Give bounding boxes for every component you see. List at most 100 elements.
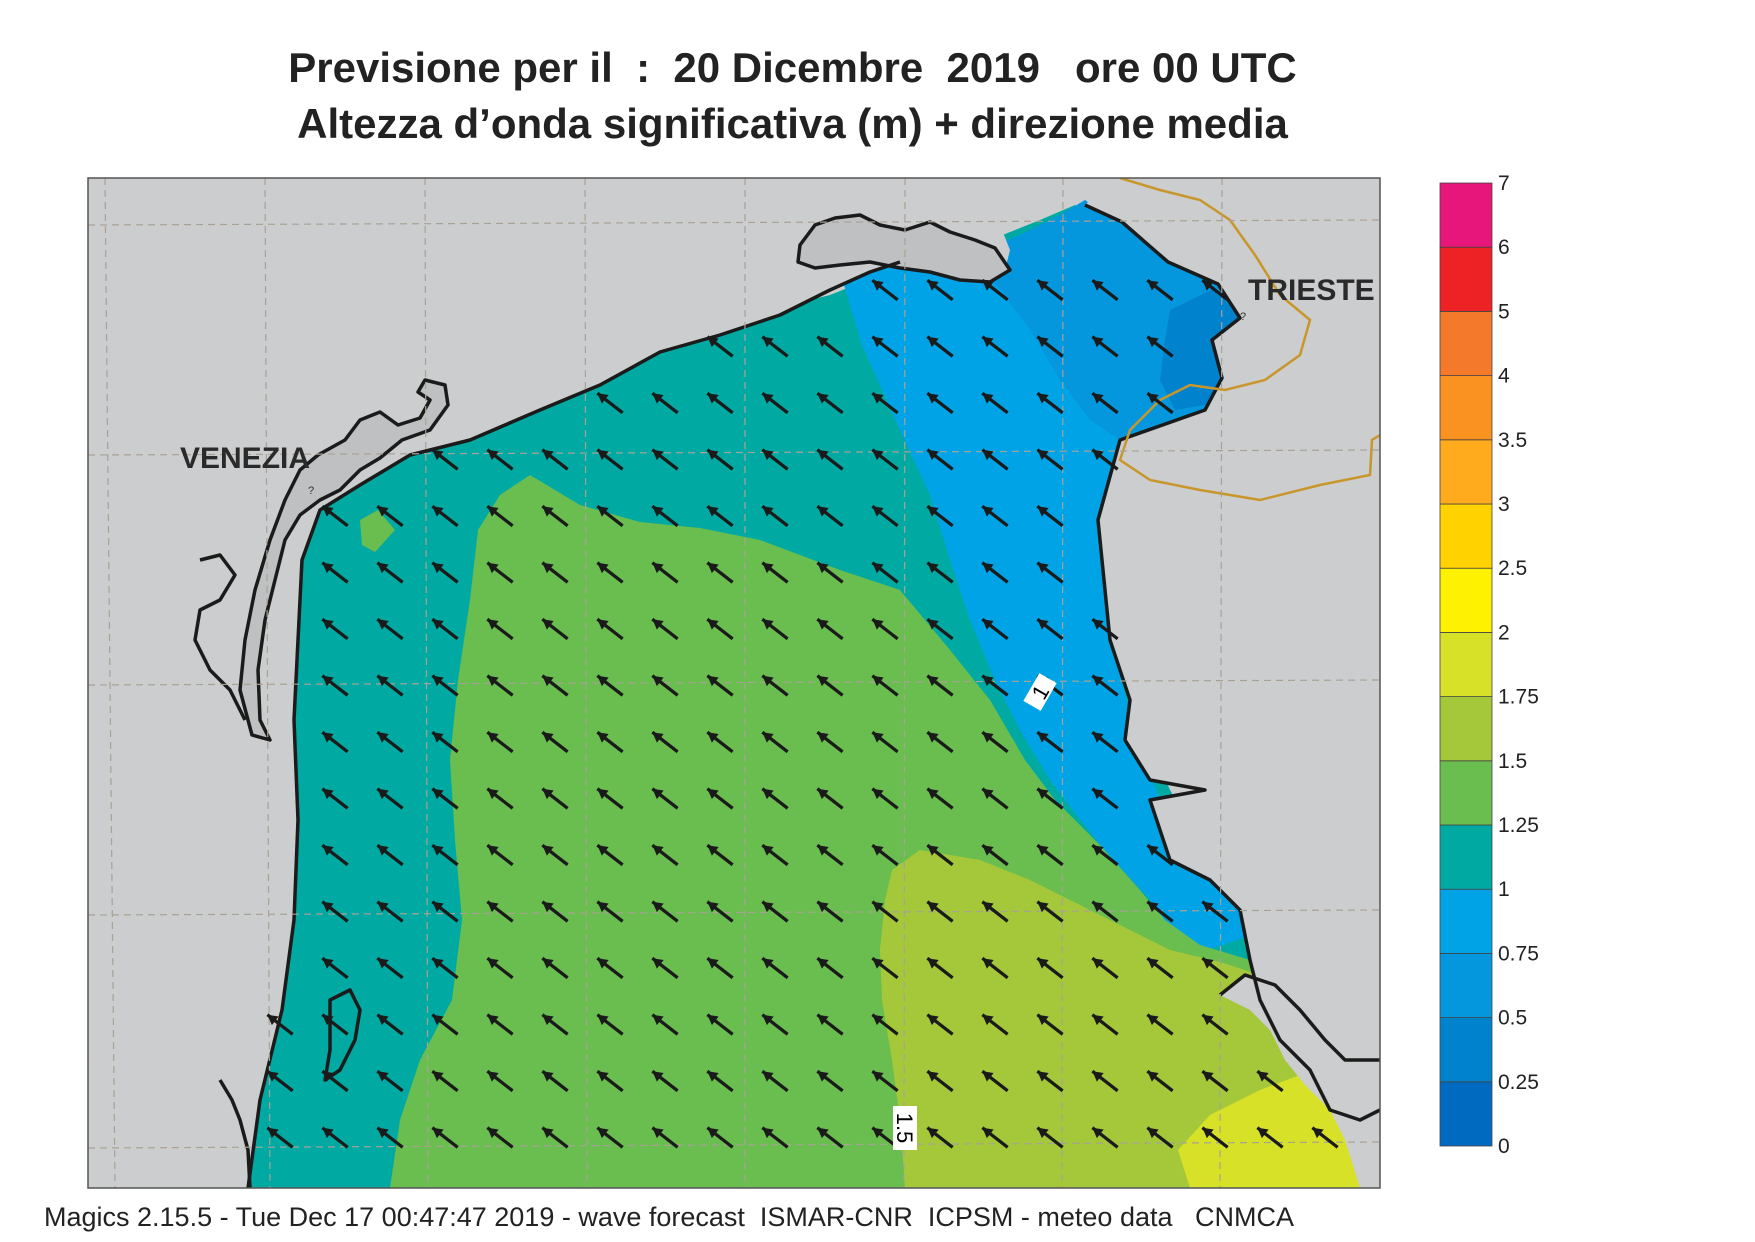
wave-arrow	[926, 956, 954, 980]
legend-swatch	[1439, 567, 1493, 633]
wave-arrow	[706, 956, 734, 980]
contour-label-1-5: 1.5	[892, 1106, 917, 1150]
marano-lagoon-land	[798, 215, 1010, 282]
wave-arrow	[761, 730, 789, 754]
wave-arrow	[321, 674, 349, 697]
wave-arrow	[1091, 335, 1119, 358]
wave-arrow	[871, 900, 899, 923]
wave-arrow	[266, 1126, 294, 1149]
wave-arrow	[816, 1013, 844, 1036]
wave-arrow	[541, 561, 569, 584]
wave-arrow	[1091, 1069, 1119, 1093]
wave-arrow	[431, 1126, 459, 1149]
wave-arrow	[376, 1013, 404, 1036]
wave-arrow	[816, 561, 844, 584]
legend-swatch	[1439, 439, 1493, 505]
wave-arrow	[981, 1126, 1009, 1149]
wave-arrow	[1256, 1069, 1284, 1093]
wave-arrow	[981, 956, 1009, 980]
wave-arrow	[596, 448, 624, 471]
wave-arrow	[816, 335, 844, 358]
wave-arrow	[706, 391, 734, 415]
legend-tick-label: 3.5	[1498, 429, 1527, 452]
wave-arrow	[871, 335, 899, 358]
wave-arrow	[926, 1013, 954, 1036]
wave-arrow	[926, 391, 954, 415]
wave-arrow	[981, 448, 1009, 471]
wave-arrow	[321, 1069, 349, 1093]
wave-arrow	[1201, 900, 1229, 923]
wave-arrow	[486, 448, 514, 471]
wave-arrow	[871, 561, 899, 584]
legend-swatch	[1439, 375, 1493, 441]
wave-arrow	[1146, 900, 1174, 923]
wave-arrow	[761, 787, 789, 810]
wave-arrow	[486, 956, 514, 980]
legend-tick-label: 3	[1498, 493, 1510, 516]
wave-arrow	[321, 956, 349, 980]
legend-tick-label: 0	[1498, 1135, 1510, 1158]
wave-arrow	[431, 504, 459, 528]
wave-arrow	[321, 730, 349, 754]
wave-arrow	[431, 561, 459, 584]
wave-arrow	[431, 1013, 459, 1036]
wave-arrow	[926, 900, 954, 923]
wave-arrow	[926, 504, 954, 528]
wave-arrow	[706, 561, 734, 584]
wave-arrow	[706, 448, 734, 471]
wave-arrow	[1036, 391, 1064, 415]
wave-arrow	[431, 730, 459, 754]
wave-arrow	[1091, 730, 1119, 754]
city-label-trieste: TRIESTE	[1248, 274, 1375, 307]
wave-arrow	[431, 956, 459, 980]
legend-tick-label: 2	[1498, 621, 1510, 644]
wave-arrow	[926, 448, 954, 471]
legend-swatch	[1439, 310, 1493, 376]
wave-arrow	[596, 843, 624, 867]
legend-swatch	[1439, 1017, 1493, 1083]
wave-arrow	[926, 787, 954, 810]
wave-arrow	[486, 1126, 514, 1149]
wave-arrow	[1036, 617, 1064, 641]
wave-arrow	[926, 1069, 954, 1093]
wave-arrow	[596, 730, 624, 754]
legend-tick-label: 1.25	[1498, 814, 1539, 837]
wave-arrow	[926, 1126, 954, 1149]
wave-arrow	[706, 730, 734, 754]
land-po-delta	[88, 1055, 250, 1188]
wave-arrow	[816, 900, 844, 923]
wave-arrow	[541, 504, 569, 528]
wave-arrow	[596, 900, 624, 923]
wave-arrow	[706, 787, 734, 810]
legend-tick-label: 0.5	[1498, 1007, 1527, 1030]
wave-arrow	[376, 843, 404, 867]
wave-arrow	[816, 674, 844, 697]
wave-arrow	[761, 448, 789, 471]
city-marker-trieste: ?	[1240, 311, 1246, 323]
wave-arrow	[541, 617, 569, 641]
wave-arrow	[376, 674, 404, 697]
wave-arrow	[431, 787, 459, 810]
wave-arrow	[981, 730, 1009, 754]
wave-arrow	[981, 617, 1009, 641]
wave-arrow	[871, 1013, 899, 1036]
wave-arrow	[486, 787, 514, 810]
wave-arrow	[486, 561, 514, 584]
wave-arrow	[321, 504, 349, 528]
legend-tick-label: 1	[1498, 878, 1510, 901]
wave-arrow	[321, 787, 349, 810]
wave-arrow	[651, 956, 679, 980]
wave-arrow	[321, 617, 349, 641]
wave-arrow	[706, 1069, 734, 1093]
wave-arrow	[1036, 1013, 1064, 1036]
wave-arrow	[1091, 674, 1119, 697]
wave-arrow	[541, 900, 569, 923]
land-istria-tip	[1220, 975, 1380, 1188]
wave-arrow	[376, 900, 404, 923]
legend-tick-label: 0.75	[1498, 942, 1539, 965]
wave-arrow	[981, 335, 1009, 358]
wave-arrow	[1146, 843, 1174, 867]
wave-arrow	[981, 900, 1009, 923]
wave-arrow	[486, 730, 514, 754]
